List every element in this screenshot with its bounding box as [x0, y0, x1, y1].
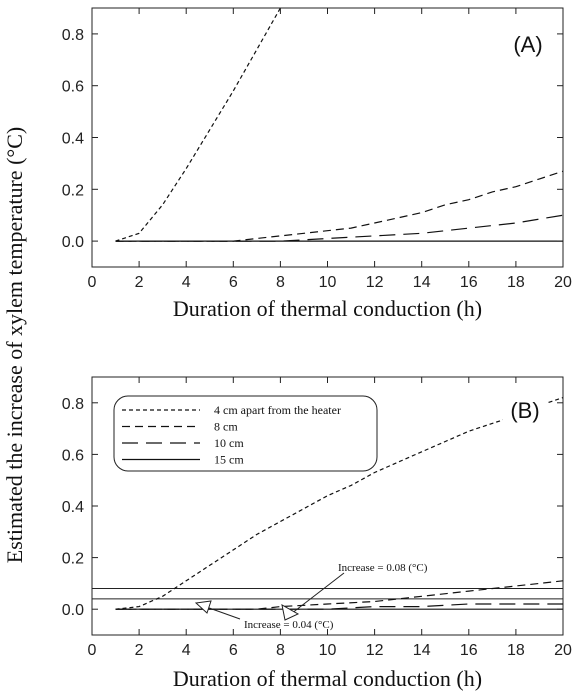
panel-b-legend: 4 cm apart from the heater 8 cm 10 cm 15 cm: [113, 395, 378, 472]
series-line-medium-dash: [115, 170, 563, 242]
panel-a-series-group: [115, 8, 563, 242]
x-tick-label: 20: [554, 642, 572, 659]
x-tick-label: 14: [413, 642, 431, 659]
x-tick-label: 0: [88, 642, 97, 659]
y-tick-label: 0.4: [62, 499, 84, 516]
annotation-arrowhead: [194, 600, 212, 614]
y-tick-label: 0.2: [62, 182, 84, 199]
y-tick-label: 0.0: [62, 602, 84, 619]
y-tick-label: 0.2: [62, 551, 84, 568]
panel-b-x-axis-label: Duration of thermal conduction (h): [173, 666, 482, 691]
x-tick-label: 6: [229, 642, 238, 659]
panel-b-series-group: [115, 397, 563, 610]
panel-b-annotations: Increase = 0.08 (°C) Increase = 0.04 (°C): [194, 562, 428, 631]
x-tick-label: 10: [319, 642, 337, 659]
x-tick-label: 18: [507, 642, 525, 659]
x-tick-label: 8: [276, 642, 285, 659]
series-line-medium-dash: [115, 580, 563, 610]
x-tick-label: 8: [276, 274, 285, 291]
x-tick-label: 4: [182, 274, 191, 291]
annotation-leader-line: [286, 572, 345, 618]
panel-b: 0 2 4 6 8 10 12 14 16 18 20 0.0 0.2 0.4 0.6 0.8 4 cm ap…: [62, 376, 572, 691]
x-tick-label: 12: [366, 642, 384, 659]
annotation-increase-004: Increase = 0.04 (°C): [244, 619, 334, 631]
legend-label: 4 cm apart from the heater: [214, 403, 341, 417]
series-line-long-dash: [115, 214, 563, 242]
x-tick-label: 6: [229, 274, 238, 291]
panel-b-label: (B): [510, 398, 539, 423]
panel-a-label: (A): [513, 32, 542, 57]
x-tick-label: 0: [88, 274, 97, 291]
y-axis-label: Estimated the increase of xylem temperat…: [2, 127, 27, 563]
y-tick-label: 0.4: [62, 131, 84, 148]
y-tick-label: 0.6: [62, 447, 84, 464]
x-tick-label: 16: [460, 274, 478, 291]
x-tick-label: 4: [182, 642, 191, 659]
y-tick-label: 0.6: [62, 79, 84, 96]
y-tick-label: 0.0: [62, 234, 84, 251]
legend-label: 15 cm: [214, 453, 244, 467]
annotation-increase-008: Increase = 0.08 (°C): [338, 562, 428, 574]
x-tick-label: 12: [366, 274, 384, 291]
panel-a-x-axis-label: Duration of thermal conduction (h): [173, 296, 482, 321]
legend-label: 10 cm: [214, 436, 244, 450]
panel-b-ticks: 0 2 4 6 8 10 12 14 16 18 20 0.0 0.2 0.4 0.6 0.8: [62, 377, 572, 659]
y-tick-label: 0.8: [62, 396, 84, 413]
x-tick-label: 14: [413, 274, 431, 291]
y-tick-label: 0.8: [62, 27, 84, 44]
panel-a-ticks: 0 2 4 6 8 10 12 14 16 18 20 0.0 0.2 0.4 0.6 0.8: [62, 8, 572, 291]
series-line-short-dash: [115, 397, 563, 610]
x-tick-label: 10: [319, 274, 337, 291]
series-line-short-dash: [115, 8, 281, 242]
series-line-long-dash: [115, 603, 563, 610]
legend-box: [113, 395, 378, 472]
annotation-arrowhead: [281, 604, 300, 621]
panel-a-plot-frame: [91, 7, 564, 268]
x-tick-label: 20: [554, 274, 572, 291]
x-tick-label: 2: [135, 642, 144, 659]
panel-b-label-backdrop: [503, 398, 547, 424]
x-tick-label: 2: [135, 274, 144, 291]
panel-a: 0 2 4 6 8 10 12 14 16 18 20 0.0 0.2 0.4 0.6 0.8 (A) Dur…: [62, 7, 572, 321]
x-tick-label: 18: [507, 274, 525, 291]
panel-b-reference-lines: [92, 588, 563, 600]
x-tick-label: 16: [460, 642, 478, 659]
legend-label: 8 cm: [214, 420, 238, 434]
